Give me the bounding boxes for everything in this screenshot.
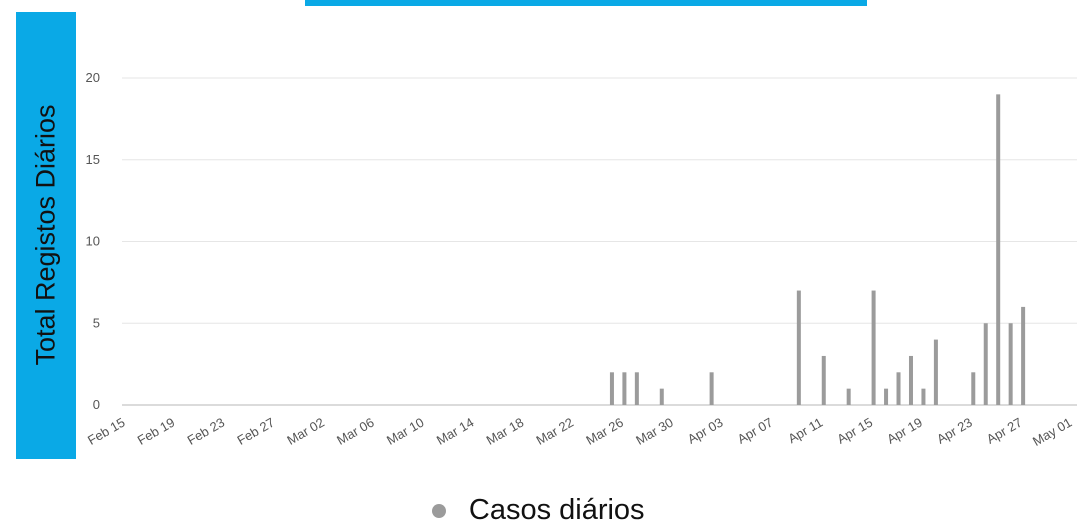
legend-label: Casos diários [468,494,645,526]
y-tick-label: 10 [86,234,100,249]
x-tick-label: Apr 11 [785,415,825,447]
x-tick-label: Mar 06 [334,415,377,448]
x-tick-label: Mar 22 [534,415,577,448]
bar [871,290,876,405]
x-tick-label: Mar 30 [633,415,676,448]
y-tick-label: 0 [93,397,100,412]
bar [971,372,976,405]
bar [821,355,826,405]
legend[interactable]: Casos diários [0,494,1077,527]
bar [996,94,1001,405]
x-tick-label: Feb 23 [185,415,228,448]
bar [884,388,889,405]
x-tick-label: Mar 02 [284,415,327,448]
bar [634,372,639,405]
x-tick-label: Apr 23 [934,415,975,447]
bar [921,388,926,405]
x-tick-label: Feb 19 [135,415,178,448]
legend-marker-icon [432,503,447,518]
x-tick-label: Mar 14 [434,415,477,448]
y-tick-label: 15 [86,152,100,167]
bar [896,372,901,405]
title-banner [305,0,867,6]
bar [609,372,614,405]
x-tick-label: Apr 07 [735,415,776,447]
x-tick-label: Mar 10 [384,415,427,448]
x-tick-label: Mar 26 [583,415,626,448]
bar [1021,306,1026,405]
x-tick-label: Mar 18 [484,415,527,448]
bar [908,355,913,405]
y-tick-label: 5 [93,315,100,330]
x-tick-label: Apr 03 [685,415,726,447]
bar [659,388,664,405]
x-tick-label: Apr 15 [834,415,875,447]
x-tick-label: May 01 [1030,415,1074,449]
x-tick-label: Apr 19 [884,415,925,447]
x-tick-label: Feb 15 [85,415,128,448]
bar [983,323,988,405]
bar [846,388,851,405]
y-tick-label: 20 [86,70,100,85]
x-tick-label: Feb 27 [234,415,277,448]
x-tick-label: Apr 27 [984,415,1025,447]
bar [622,372,627,405]
bar [933,339,938,405]
bar [1008,323,1013,405]
bar [796,290,801,405]
bar [709,372,714,405]
y-axis-label-panel [16,12,76,459]
